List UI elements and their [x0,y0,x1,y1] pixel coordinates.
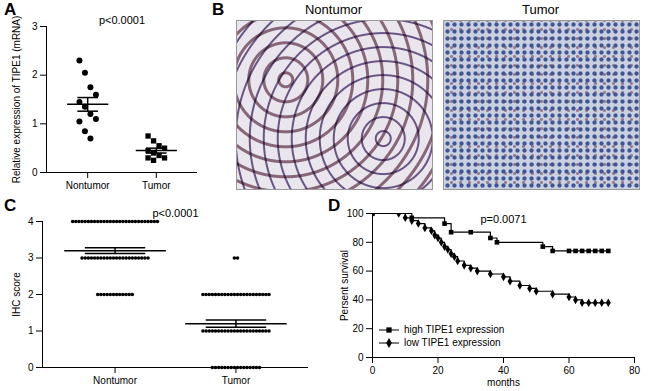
svg-text:p<0.0001: p<0.0001 [152,207,198,219]
svg-text:Relative expression of TIPE1 (: Relative expression of TIPE1 (mRNA) [11,16,22,184]
svg-text:0: 0 [28,362,34,373]
svg-text:Nontumor: Nontumor [66,180,111,191]
svg-text:1: 1 [32,118,38,129]
svg-text:0: 0 [32,167,38,178]
svg-text:Tumor: Tumor [222,375,251,386]
svg-text:1: 1 [28,325,34,336]
html-text:D: D [328,196,341,215]
svg-text:20: 20 [432,365,444,376]
svg-text:Persent survival: Persent survival [339,250,350,321]
html-text:B: B [212,0,225,19]
svg-text:60: 60 [563,365,575,376]
svg-text:Nontumor: Nontumor [93,375,138,386]
html-text:Tumor: Tumor [522,2,559,17]
svg-text:40: 40 [498,365,510,376]
svg-text:4: 4 [28,216,34,227]
svg-text:p=0.0071: p=0.0071 [480,213,526,225]
svg-text:3: 3 [32,21,38,32]
svg-text:3: 3 [28,252,34,263]
svg-text:60: 60 [352,265,364,276]
svg-text:100: 100 [347,208,364,219]
svg-text:0: 0 [358,352,364,363]
svg-text:80: 80 [629,365,641,376]
html-text:A: A [4,0,17,19]
svg-text:20: 20 [352,323,364,334]
html-text:C: C [4,196,17,215]
svg-text:IHC score: IHC score [11,272,22,317]
svg-text:p<0.0001: p<0.0001 [99,14,145,26]
html-text:high TIPE1 expression: high TIPE1 expression [404,324,505,335]
svg-text:2: 2 [28,289,34,300]
svg-text:40: 40 [352,294,364,305]
svg-text:2: 2 [32,69,38,80]
svg-text:0: 0 [370,365,376,376]
html-text:Nontumor: Nontumor [305,2,362,17]
svg-text:Tumor: Tumor [142,180,171,191]
svg-text:months: months [487,377,520,388]
svg-text:80: 80 [352,237,364,248]
html-text:low TIPE1 expression: low TIPE1 expression [404,337,501,348]
